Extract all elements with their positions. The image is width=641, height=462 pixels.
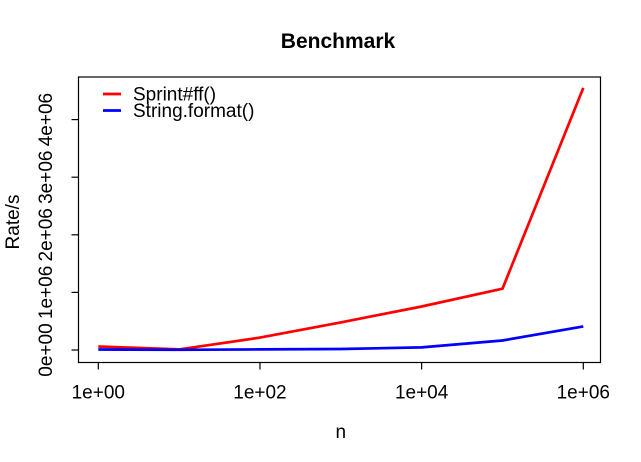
x-axis: 1e+00 1e+02 1e+04 1e+06 (72, 362, 610, 404)
legend-label-series1: Sprint#ff() (133, 85, 216, 106)
x-tick-label: 1e+06 (557, 383, 610, 404)
y-tick-label: 1e+06 (36, 266, 57, 319)
chart-legend: Sprint#ff() String.format() (103, 85, 254, 122)
x-tick-label: 1e+04 (395, 383, 449, 404)
y-axis-label: Rate/s (3, 195, 24, 250)
legend-label-series2: String.format() (133, 101, 254, 122)
series-line (98, 87, 585, 351)
y-tick-label: 4e+06 (36, 93, 57, 146)
x-tick-label: 1e+00 (72, 383, 125, 404)
y-tick-label: 3e+06 (36, 151, 57, 204)
x-axis-label: n (336, 422, 347, 443)
y-axis: 0e+00 1e+06 2e+06 3e+06 4e+06 (36, 93, 79, 377)
chart-title: Benchmark (281, 30, 396, 53)
plot-border (77, 76, 602, 364)
y-tick-label: 0e+00 (36, 323, 57, 376)
series-line (98, 325, 584, 352)
data-series (98, 87, 585, 352)
x-tick-label: 1e+02 (233, 383, 286, 404)
y-tick-label: 2e+06 (36, 208, 57, 261)
